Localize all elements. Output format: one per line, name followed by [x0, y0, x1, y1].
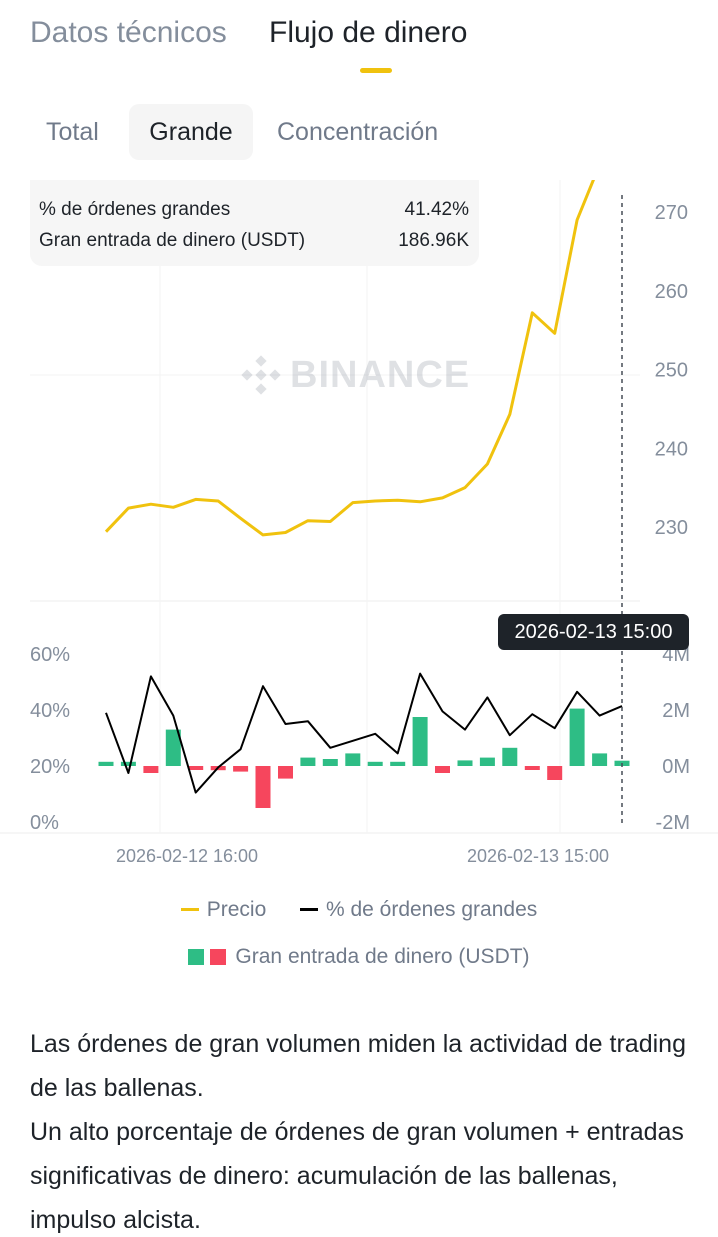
- pct-legend-swatch: [299, 908, 318, 911]
- inflow-bar-positive: [502, 747, 518, 766]
- inflow-axis-tick: 2M: [662, 700, 690, 722]
- active-tab-indicator: [360, 68, 392, 73]
- inflow-bar-positive: [390, 761, 406, 766]
- inflow-bar-negative: [435, 766, 450, 773]
- large-inflow-label: Gran entrada de dinero (USDT): [39, 230, 306, 251]
- pct-axis-tick: 0%: [30, 812, 59, 834]
- tab-money-flow[interactable]: Flujo de dinero: [269, 16, 468, 49]
- binance-watermark: BINANCE: [240, 352, 470, 398]
- inflow-axis-tick: 0M: [662, 756, 690, 778]
- sub-tab-total[interactable]: Total: [46, 118, 99, 146]
- legend-item-large-pct[interactable]: % de órdenes grandes: [299, 895, 538, 925]
- price-axis-tick: 250: [655, 360, 688, 382]
- pct-axis-tick: 60%: [30, 644, 70, 666]
- inflow-bar-positive: [457, 760, 473, 766]
- binance-logo-icon: [241, 355, 281, 395]
- pct-legend-label: % de órdenes grandes: [325, 897, 538, 921]
- inflow-bar-positive: [479, 757, 495, 766]
- money-flow-chart[interactable]: 27026025024023060%40%20%0%4M2M0M-2M2026-…: [0, 180, 718, 880]
- inflow-negative-swatch: [210, 949, 227, 965]
- price-axis-tick: 230: [655, 517, 688, 539]
- price-legend-swatch: [180, 908, 199, 911]
- legend-item-price[interactable]: Precio: [180, 895, 267, 925]
- info-tooltip-box: % de órdenes grandes 41.42% Gran entrada…: [30, 180, 479, 266]
- crosshair-time-label: 2026-02-13 15:00: [498, 614, 689, 650]
- price-line: [104, 180, 595, 537]
- inflow-bar-positive: [345, 753, 361, 766]
- large-inflow-value: 186.96K: [398, 230, 469, 251]
- inflow-legend-label: Gran entrada de dinero (USDT): [235, 945, 530, 968]
- inflow-bar-negative: [255, 766, 271, 808]
- inflow-bar-negative: [278, 766, 293, 779]
- inflow-axis-tick: -2M: [656, 812, 690, 834]
- inflow-bar-negative: [188, 766, 204, 770]
- price-axis-tick: 270: [655, 202, 688, 224]
- legend-row-bars: Gran entrada de dinero (USDT): [0, 942, 718, 972]
- inflow-bar-positive: [165, 729, 181, 766]
- pct-axis-tick: 20%: [30, 756, 70, 778]
- large-orders-pct-line: [105, 672, 623, 794]
- inflow-bar-positive: [98, 761, 114, 766]
- inflow-positive-swatch: [188, 949, 205, 965]
- inflow-bar-positive: [592, 753, 608, 766]
- price-axis-tick: 240: [655, 438, 688, 460]
- x-axis-tick: 2026-02-12 16:00: [116, 846, 258, 866]
- legend-item-large-inflow[interactable]: Gran entrada de dinero (USDT): [188, 942, 530, 972]
- sub-tab-large[interactable]: Grande: [129, 104, 253, 160]
- inflow-bar-positive: [367, 761, 383, 766]
- description-line-2: Un alto porcentaje de órdenes de gran vo…: [30, 1118, 684, 1234]
- price-legend-label: Precio: [206, 897, 267, 921]
- top-tab-bar: Datos técnicos Flujo de dinero: [0, 0, 718, 90]
- info-row-large-inflow: Gran entrada de dinero (USDT) 186.96K: [39, 226, 469, 256]
- inflow-bar-positive: [322, 759, 338, 766]
- description: Las órdenes de gran volumen miden la act…: [30, 1022, 690, 1237]
- inflow-bar-negative: [143, 766, 159, 773]
- price-axis-tick: 260: [655, 281, 688, 303]
- description-line-1: Las órdenes de gran volumen miden la act…: [30, 1030, 686, 1102]
- x-axis-tick: 2026-02-13 15:00: [467, 846, 609, 866]
- inflow-bar-positive: [569, 708, 585, 766]
- sub-tab-concentration[interactable]: Concentración: [277, 118, 439, 146]
- pct-axis-tick: 40%: [30, 700, 70, 722]
- inflow-bar-positive: [300, 757, 316, 766]
- inflow-bar-negative: [233, 766, 249, 772]
- inflow-bar-negative: [547, 766, 563, 780]
- watermark-text: BINANCE: [290, 353, 471, 396]
- legend-row-lines: Precio % de órdenes grandes: [0, 890, 718, 921]
- inflow-bar-positive: [412, 717, 428, 766]
- large-orders-label: % de órdenes grandes: [39, 199, 231, 220]
- large-orders-value: 41.42%: [404, 199, 469, 220]
- tab-technical-data[interactable]: Datos técnicos: [30, 16, 227, 49]
- inflow-bar-positive: [120, 761, 136, 766]
- sub-tab-bar: Total Grande Concentración: [0, 104, 718, 160]
- inflow-bar-negative: [524, 766, 540, 770]
- info-row-large-orders: % de órdenes grandes 41.42%: [39, 195, 469, 225]
